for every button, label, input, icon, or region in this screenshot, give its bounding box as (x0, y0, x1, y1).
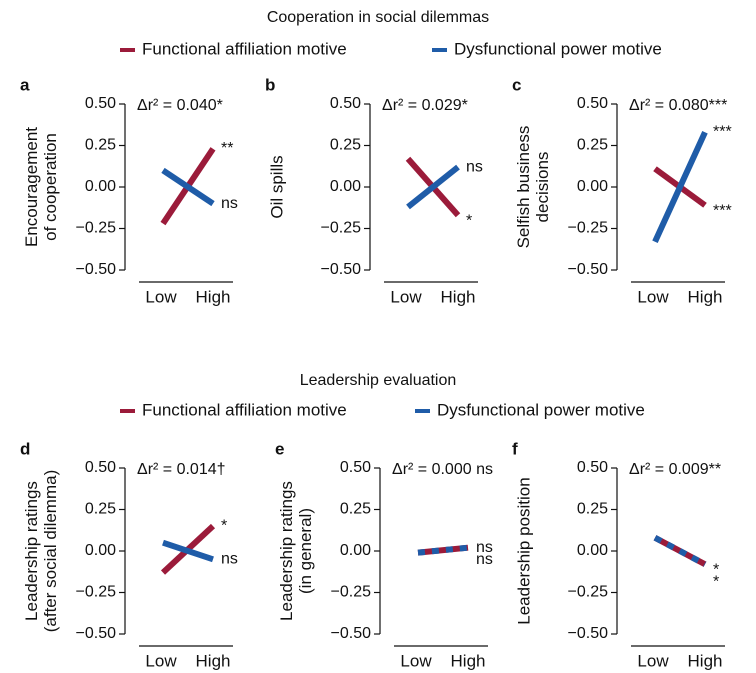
panel-letter: a (20, 75, 30, 94)
y-tick-label: −0.25 (76, 584, 117, 601)
x-tick-label: High (688, 287, 723, 306)
y-axis-label: Encouragement (22, 127, 41, 247)
line-series (406, 164, 460, 210)
y-tick-label: 0.25 (330, 137, 361, 154)
y-tick-label: 0.25 (577, 501, 608, 518)
value-label: ns (221, 195, 238, 212)
y-tick-label: −0.50 (331, 625, 372, 642)
y-tick-label: −0.50 (76, 625, 117, 642)
x-tick-label: High (441, 287, 476, 306)
x-tick-label: Low (390, 287, 422, 306)
panel-letter: c (512, 75, 521, 94)
panel-letter: b (265, 75, 275, 94)
y-tick-label: −0.25 (568, 220, 609, 237)
x-tick-label: High (196, 651, 231, 670)
x-tick-label: Low (145, 651, 177, 670)
y-tick-label: 0.50 (85, 459, 116, 476)
y-tick-label: 0.25 (85, 137, 116, 154)
y-tick-label: 0.50 (340, 459, 371, 476)
value-label: *** (713, 123, 732, 140)
annotation: Δr² = 0.029* (382, 97, 468, 114)
y-axis-label: Leadership position (514, 477, 533, 624)
y-tick-label: −0.50 (321, 261, 362, 278)
annotation: Δr² = 0.040* (137, 97, 223, 114)
y-tick-label: 0.00 (577, 542, 608, 559)
value-label: ns (476, 551, 493, 568)
line-series (652, 130, 708, 244)
line-series (162, 539, 214, 563)
y-tick-label: 0.50 (577, 459, 608, 476)
section-title: Leadership evaluation (300, 372, 457, 389)
panel-letter: e (275, 439, 284, 458)
y-axis-label: decisions (533, 152, 552, 223)
value-label: ns (221, 551, 238, 568)
y-tick-label: 0.00 (85, 178, 116, 195)
panel-letter: f (512, 439, 518, 458)
line-series (417, 544, 469, 556)
y-axis-label: Leadership ratings (22, 481, 41, 621)
y-tick-label: 0.25 (577, 137, 608, 154)
x-tick-label: Low (145, 287, 177, 306)
y-tick-label: 0.50 (577, 95, 608, 112)
line-series (161, 167, 215, 207)
x-tick-label: High (688, 651, 723, 670)
line-series (653, 535, 707, 567)
value-label: * (221, 517, 227, 534)
y-tick-label: −0.25 (568, 584, 609, 601)
y-tick-label: 0.00 (330, 178, 361, 195)
y-tick-label: −0.50 (568, 625, 609, 642)
annotation: Δr² = 0.009** (629, 461, 721, 478)
section-title: Cooperation in social dilemmas (267, 9, 489, 26)
y-tick-label: 0.00 (577, 178, 608, 195)
value-label: * (713, 561, 719, 578)
annotation: Δr² = 0.000 ns (392, 461, 493, 478)
x-tick-label: Low (637, 287, 669, 306)
y-axis-label: (after social dilemma) (41, 470, 60, 633)
x-tick-label: High (451, 651, 486, 670)
legend-label: Dysfunctional power motive (437, 400, 645, 419)
y-tick-label: 0.25 (340, 501, 371, 518)
x-tick-label: Low (400, 651, 432, 670)
y-tick-label: −0.25 (76, 220, 117, 237)
legend-label: Dysfunctional power motive (454, 39, 662, 58)
y-axis-label: Oil spills (267, 155, 286, 218)
value-label: * (713, 573, 719, 590)
value-label: ns (476, 539, 493, 556)
y-axis-label: Leadership ratings (277, 481, 296, 621)
annotation: Δr² = 0.014† (137, 461, 226, 478)
y-axis-label: of cooperation (41, 133, 60, 241)
y-tick-label: 0.00 (85, 542, 116, 559)
value-label: * (466, 212, 472, 229)
value-label: ns (466, 158, 483, 175)
y-tick-label: 0.00 (340, 542, 371, 559)
value-label: ** (221, 140, 233, 157)
y-tick-label: −0.25 (331, 584, 372, 601)
panel-letter: d (20, 439, 30, 458)
y-tick-label: 0.50 (85, 95, 116, 112)
legend-label: Functional affiliation motive (142, 400, 347, 419)
legend-label: Functional affiliation motive (142, 39, 347, 58)
y-axis-label: (in general) (296, 508, 315, 594)
y-tick-label: −0.25 (321, 220, 362, 237)
annotation: Δr² = 0.080*** (629, 97, 727, 114)
x-tick-label: High (196, 287, 231, 306)
y-tick-label: −0.50 (76, 261, 117, 278)
y-tick-label: 0.25 (85, 501, 116, 518)
y-axis-label: Selfish business (514, 126, 533, 249)
y-tick-label: 0.50 (330, 95, 361, 112)
value-label: *** (713, 202, 732, 219)
x-tick-label: Low (637, 651, 669, 670)
y-tick-label: −0.50 (568, 261, 609, 278)
